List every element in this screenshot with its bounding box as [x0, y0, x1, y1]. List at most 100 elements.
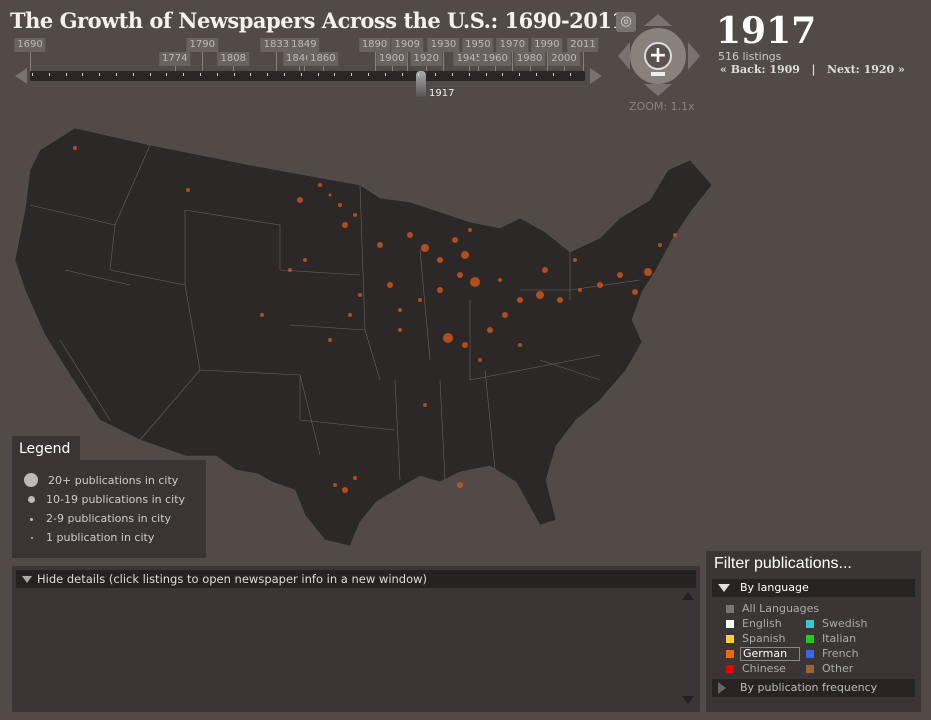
timeline-year-1920[interactable]: 1920	[410, 52, 442, 66]
publication-dot[interactable]	[418, 298, 422, 302]
timeline-year-1950[interactable]: 1950	[462, 38, 494, 52]
timeline-year-1960[interactable]: 1960	[479, 52, 511, 66]
publication-dot[interactable]	[437, 287, 443, 293]
publication-dot[interactable]	[398, 328, 402, 332]
publication-dot[interactable]	[518, 343, 522, 347]
publication-dot[interactable]	[557, 297, 563, 303]
publication-dot[interactable]	[407, 232, 413, 238]
publication-dot[interactable]	[487, 327, 493, 333]
timeline-year-1930[interactable]: 1930	[427, 38, 460, 52]
publication-dot[interactable]	[387, 282, 393, 288]
timeline-year-1690[interactable]: 1690	[14, 38, 46, 52]
publication-dot[interactable]	[288, 268, 292, 272]
scroll-down-icon[interactable]	[682, 696, 694, 704]
publication-dot[interactable]	[478, 358, 482, 362]
timeline-minor-tick	[32, 73, 33, 76]
timeline-year-1774[interactable]: 1774	[158, 52, 191, 66]
timeline-year-1833[interactable]: 1833	[260, 38, 293, 52]
year-navigation: « Back: 1909 | Next: 1920 »	[720, 63, 905, 76]
by-language-section[interactable]: By language	[712, 579, 915, 597]
timeline-tick	[426, 66, 428, 71]
publication-dot[interactable]	[536, 291, 544, 299]
timeline-year-1890[interactable]: 1890	[358, 38, 391, 52]
publication-dot[interactable]	[437, 257, 443, 263]
publication-dot[interactable]	[462, 342, 468, 348]
publication-dot[interactable]	[328, 193, 332, 197]
by-frequency-section[interactable]: By publication frequency	[712, 679, 915, 697]
timeline-year-1849[interactable]: 1849	[288, 38, 320, 52]
publication-dot[interactable]	[328, 338, 332, 342]
publication-dot[interactable]	[443, 333, 453, 343]
publication-dot[interactable]	[578, 288, 582, 292]
timeline-year-1808[interactable]: 1808	[217, 52, 250, 66]
timeline-year-1945[interactable]: 1945	[453, 52, 486, 66]
timeline-track[interactable]	[30, 71, 585, 81]
publication-dot[interactable]	[398, 308, 402, 312]
publication-dot[interactable]	[333, 483, 337, 487]
publication-dot[interactable]	[461, 251, 469, 259]
timeline-year-1990[interactable]: 1990	[531, 38, 563, 52]
back-link[interactable]: « Back: 1909	[720, 63, 800, 76]
publication-dot[interactable]	[632, 289, 638, 295]
publication-dot[interactable]	[348, 313, 352, 317]
publication-dot[interactable]	[73, 146, 77, 150]
publication-dot[interactable]	[358, 293, 362, 297]
timeline-year-1970[interactable]: 1970	[496, 38, 529, 52]
publication-dot[interactable]	[353, 213, 357, 217]
publication-dot[interactable]	[502, 312, 508, 318]
publication-dot[interactable]	[468, 228, 472, 232]
pan-right-icon[interactable]	[688, 42, 700, 70]
timeline-next-arrow[interactable]	[590, 68, 602, 84]
timeline-minor-tick	[384, 73, 386, 76]
publication-dot[interactable]	[470, 277, 480, 287]
publication-dot[interactable]	[260, 313, 264, 317]
publication-dot[interactable]	[342, 487, 348, 493]
publication-dot[interactable]	[303, 258, 307, 262]
publication-dot[interactable]	[573, 258, 577, 262]
scroll-up-icon[interactable]	[682, 592, 694, 600]
publication-dot[interactable]	[457, 272, 463, 278]
publication-dot[interactable]	[658, 243, 662, 247]
pan-down-icon[interactable]	[644, 84, 672, 96]
publication-dot[interactable]	[542, 267, 548, 273]
publication-dot[interactable]	[318, 183, 322, 187]
pan-left-icon[interactable]	[618, 42, 630, 70]
publication-dot[interactable]	[673, 233, 677, 237]
timeline-slider[interactable]: 1917 1690 1790 1833 1849 1890 1909 1930 1950 197…	[0, 36, 610, 106]
us-map[interactable]	[0, 115, 931, 565]
publication-dot[interactable]	[353, 476, 357, 480]
triangle-right-icon	[718, 682, 726, 694]
hide-details-toggle[interactable]: Hide details (click listings to open new…	[16, 570, 696, 588]
publication-dot[interactable]	[297, 197, 303, 203]
publication-dot[interactable]	[457, 482, 463, 488]
zoom-out-button[interactable]	[651, 72, 665, 76]
publication-dot[interactable]	[377, 242, 383, 248]
timeline-thumb[interactable]	[416, 71, 427, 97]
publication-dot[interactable]	[423, 403, 427, 407]
publication-dot[interactable]	[338, 203, 342, 207]
timeline-year-2000[interactable]: 2000	[548, 52, 580, 66]
publication-dot[interactable]	[617, 272, 623, 278]
reset-view-icon[interactable]: ◎	[616, 12, 636, 32]
timeline-year-2011[interactable]: 2011	[567, 38, 599, 52]
timeline-year-1790[interactable]: 1790	[186, 38, 218, 52]
publication-dot[interactable]	[342, 222, 348, 228]
next-link[interactable]: Next: 1920 »	[826, 63, 905, 76]
timeline-year-1900[interactable]: 1900	[376, 52, 408, 66]
publication-dot[interactable]	[644, 268, 652, 276]
publication-dot[interactable]	[186, 188, 190, 192]
publication-dot[interactable]	[517, 297, 523, 303]
publication-dot[interactable]	[452, 237, 458, 243]
timeline-year-1980[interactable]: 1980	[513, 52, 546, 66]
timeline-year-1860[interactable]: 1860	[307, 52, 339, 66]
pan-up-icon[interactable]	[644, 14, 672, 26]
timeline-minor-tick	[99, 73, 101, 76]
publication-dot[interactable]	[421, 244, 429, 252]
zoom-in-button[interactable]: +	[644, 42, 672, 70]
timeline-year-1846[interactable]: 1846	[283, 52, 315, 66]
publication-dot[interactable]	[498, 278, 502, 282]
by-language-label: By language	[740, 581, 809, 594]
timeline-year-1909[interactable]: 1909	[391, 38, 423, 52]
publication-dot[interactable]	[597, 282, 603, 288]
timeline-prev-arrow[interactable]	[15, 68, 27, 84]
